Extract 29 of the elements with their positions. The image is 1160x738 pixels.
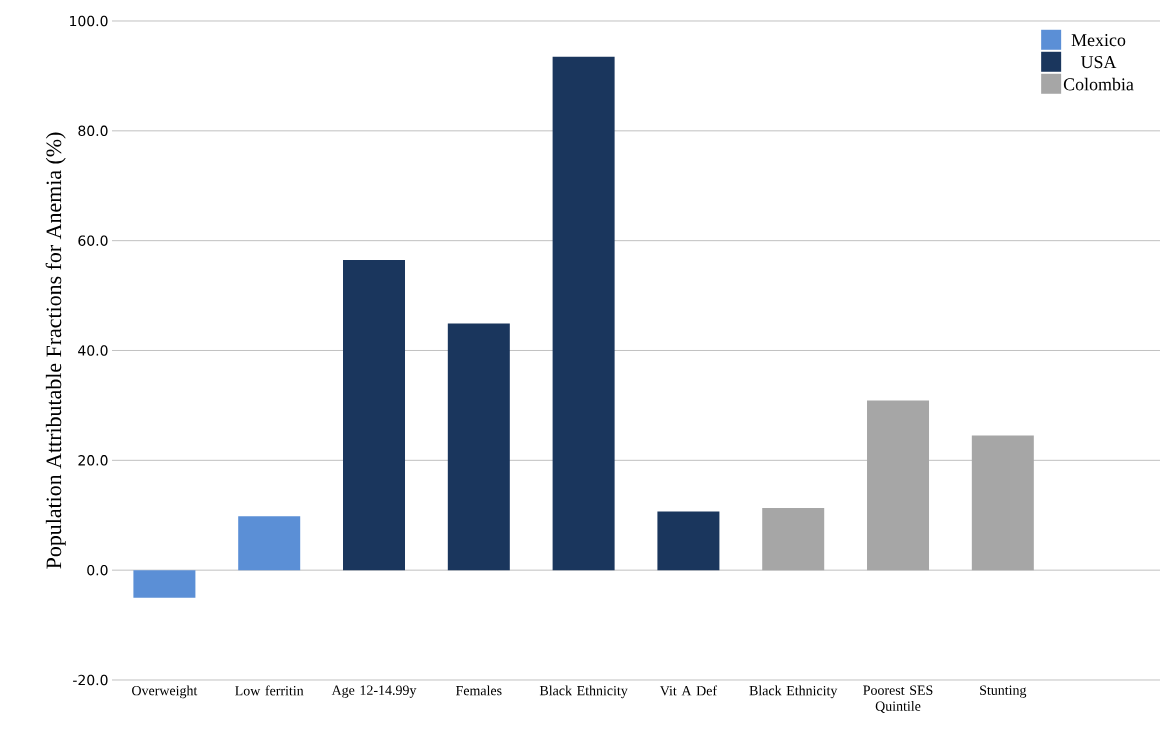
x-tick-label: Black Ethnicity [539,685,628,699]
x-tick-label: Stunting [980,685,1027,698]
legend-label: USA [1080,56,1117,69]
y-tick-label: -20.0 [73,674,108,686]
x-tick-label: Overweight [132,685,198,699]
x-tick-label: Black Ethnicity [749,685,838,699]
y-tick-label: 0.0 [87,564,108,576]
bar [343,259,405,571]
legend-label: Mexico [1071,34,1126,47]
legend-label: Colombia [1063,77,1134,91]
y-tick-label: 40.0 [78,345,108,356]
bar [447,323,510,571]
y-tick-label: 20.0 [78,455,108,466]
y-axis-title: Population Attributable Fractions for Anemia (%) [45,132,66,569]
bar [762,508,825,571]
x-tick-label: Low ferritin [235,685,304,696]
x-tick-label: Females [455,685,502,696]
x-tick-label: Age 12-14.99y [331,685,417,698]
y-tick-label: 60.0 [78,235,108,246]
y-tick-label: 100.0 [70,15,108,27]
bar [552,56,615,571]
bar [238,516,301,571]
x-tick-label: Vit A Def [659,685,718,696]
bar [971,435,1034,571]
bar [657,511,720,571]
y-tick-label: 80.0 [78,125,108,137]
bar [133,570,196,598]
x-tick-label: Poorest SES Quintile [863,685,933,713]
bar [867,400,930,571]
